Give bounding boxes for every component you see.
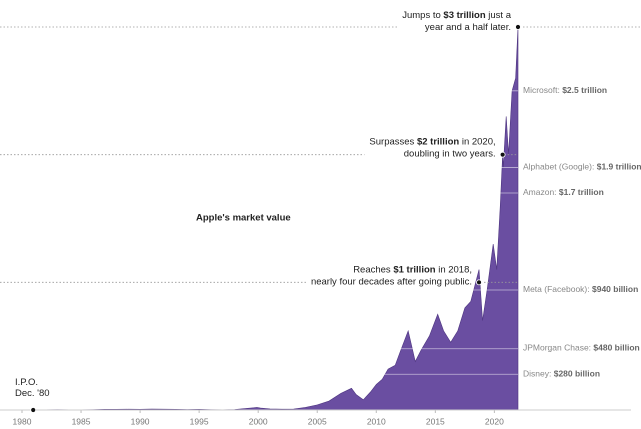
annotation-text: Jumps to $3 trillion just a [402,10,511,21]
annotation-text: Reaches $1 trillion in 2018, [353,264,472,275]
company-label: Meta (Facebook): $940 billion [523,284,638,294]
annotation: I.P.O.Dec. '80 [15,377,50,399]
annotation-text: nearly four decades after going public. [311,276,472,287]
chart-title: Apple's market value [196,213,291,224]
company-label: Amazon: $1.7 trillion [523,187,604,197]
annotation-segment: just a [486,10,512,21]
company-label: Disney: $280 billion [523,369,600,379]
annotation-segment: in 2020, [459,136,495,147]
x-tick-label: 1980 [13,416,32,426]
company-value: $1.7 trillion [559,187,604,197]
x-tick-label: 2005 [308,416,327,426]
company-value: $280 billion [554,369,600,379]
annotation-segment: $1 trillion [393,264,435,275]
company-name: Alphabet (Google): [523,162,597,172]
company-name: JPMorgan Chase: [523,343,593,353]
annotation-text: year and a half later. [425,22,511,33]
annotation-segment: Surpasses [369,136,417,147]
x-tick-label: 2020 [485,416,504,426]
annotation-segment: in 2018, [436,264,472,275]
annotation-dot [515,24,521,30]
company-name: Disney: [523,369,554,379]
company-name: Amazon: [523,187,559,197]
company-label: Alphabet (Google): $1.9 trillion [523,162,641,172]
area [32,26,519,411]
company-value: $480 billion [593,343,639,353]
company-name: Microsoft: [523,85,562,95]
annotation-segment: Dec. '80 [15,388,50,399]
annotation-dot [499,151,506,158]
company-value: $1.9 trillion [597,162,641,172]
annotation-text: I.P.O. [15,377,38,388]
x-tick-label: 2010 [367,416,386,426]
annotation-text: Surpasses $2 trillion in 2020, [369,136,495,147]
annotation-text: Dec. '80 [15,388,50,399]
annotation-segment: Reaches [353,264,393,275]
annotation-dot [30,407,37,413]
annotation: Reaches $1 trillion in 2018,nearly four … [311,264,472,287]
x-tick-label: 1995 [190,416,209,426]
x-tick-label: 2015 [426,416,445,426]
annotation-segment: Jumps to [402,10,443,21]
annotation-dot [476,279,482,286]
annotation-segment: year and a half later. [425,22,511,33]
annotation: Surpasses $2 trillion in 2020,doubling i… [369,136,495,159]
annotation-segment: doubling in two years. [404,148,496,159]
company-name: Meta (Facebook): [523,284,592,294]
annotation-segment: $2 trillion [417,136,459,147]
annotation-segment: nearly four decades after going public. [311,276,472,287]
x-tick-label: 1985 [72,416,91,426]
x-tick-label: 2000 [249,416,268,426]
company-label: Microsoft: $2.5 trillion [523,85,607,95]
company-value: $940 billion [592,284,638,294]
annotation-text: doubling in two years. [404,148,496,159]
annotation-segment: $3 trillion [443,10,485,21]
x-tick-label: 1990 [131,416,150,426]
annotation-segment: I.P.O. [15,377,38,388]
company-label: JPMorgan Chase: $480 billion [523,343,640,353]
company-value: $2.5 trillion [562,85,607,95]
